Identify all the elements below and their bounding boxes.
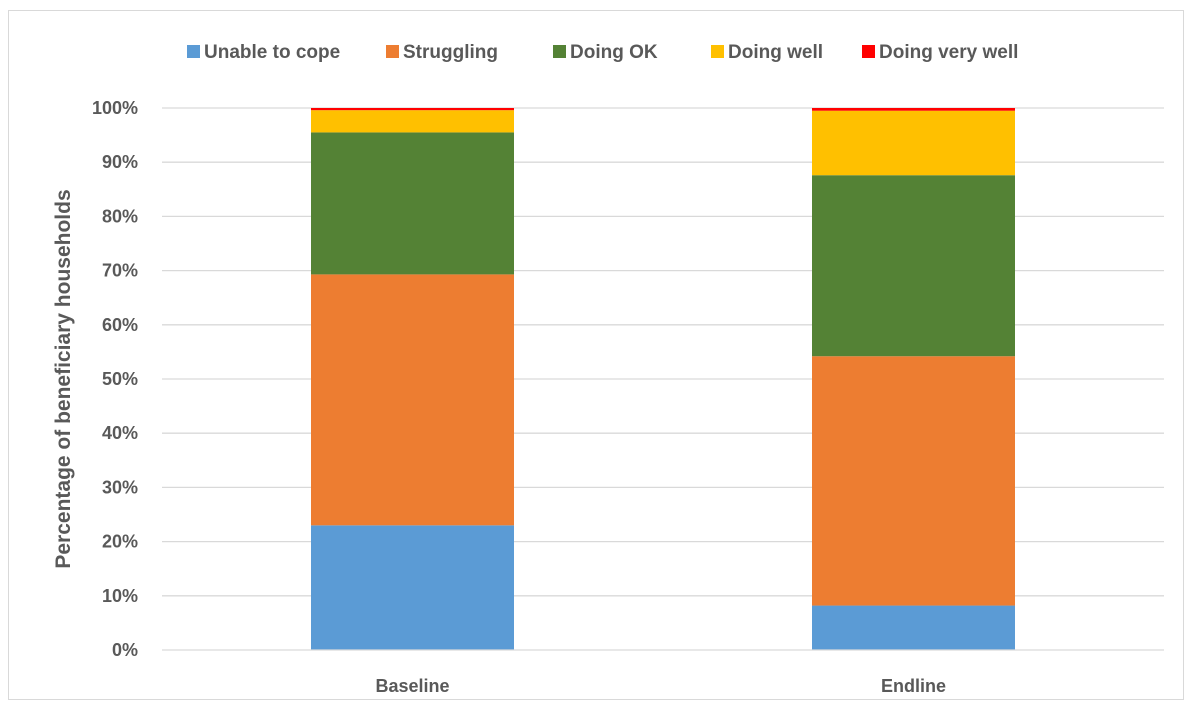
bar-segment — [812, 108, 1015, 111]
y-tick-label: 30% — [102, 477, 138, 497]
legend-label: Struggling — [403, 42, 498, 63]
y-tick-label: 0% — [112, 640, 138, 660]
y-tick-label: 80% — [102, 206, 138, 226]
legend-swatch — [711, 45, 724, 58]
bar-segment — [311, 274, 514, 526]
bar-segment — [311, 108, 514, 111]
bars — [311, 108, 1015, 650]
legend-label: Unable to cope — [204, 42, 340, 63]
y-axis-tick-labels: 0% 10% 20% 30% 40% 50% 60% 70% 80% 90% 100% — [92, 98, 138, 660]
y-tick-label: 70% — [102, 261, 138, 281]
legend-swatch — [187, 45, 200, 58]
y-tick-label: 90% — [102, 152, 138, 172]
bar-segment — [311, 132, 514, 275]
legend-label: Doing very well — [879, 42, 1018, 63]
y-tick-label: 60% — [102, 315, 138, 335]
x-category-label: Endline — [881, 676, 946, 696]
y-tick-label: 20% — [102, 532, 138, 552]
y-tick-label: 50% — [102, 369, 138, 389]
legend-label: Doing well — [728, 42, 823, 63]
x-axis-category-labels: Baseline Endline — [375, 676, 946, 696]
y-tick-label: 100% — [92, 98, 138, 118]
x-category-label: Baseline — [375, 676, 449, 696]
y-tick-label: 10% — [102, 586, 138, 606]
legend-swatch — [386, 45, 399, 58]
legend: Unable to cope Struggling Doing OK Doing we… — [187, 42, 1018, 63]
bar-segment — [812, 605, 1015, 650]
bar-segment — [311, 525, 514, 650]
bar-segment — [311, 110, 514, 133]
y-axis-title: Percentage of beneficiary households — [52, 189, 75, 568]
bar-segment — [812, 175, 1015, 357]
y-tick-label: 40% — [102, 423, 138, 443]
legend-swatch — [553, 45, 566, 58]
bar-segment — [812, 110, 1015, 176]
bar-segment — [812, 356, 1015, 606]
legend-label: Doing OK — [570, 42, 658, 63]
legend-swatch — [862, 45, 875, 58]
